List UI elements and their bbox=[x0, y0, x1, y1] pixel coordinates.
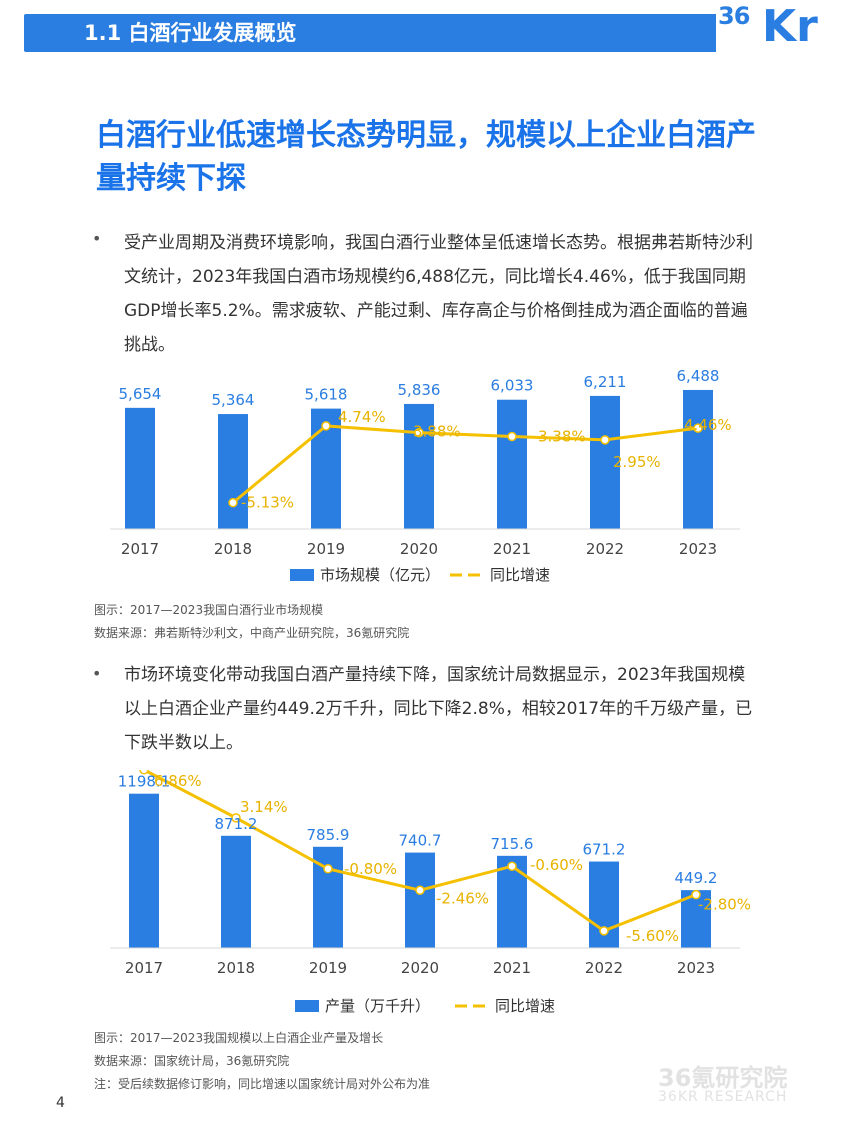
bar-value-label: 785.9 bbox=[307, 826, 350, 844]
x-tick-label: 2023 bbox=[677, 959, 715, 977]
x-tick-label: 2023 bbox=[679, 540, 717, 558]
growth-rate-label: 3.38% bbox=[538, 427, 586, 445]
bar-value-label: 5,836 bbox=[398, 381, 441, 399]
logo-text-kr: Kr bbox=[762, 1, 818, 52]
growth-rate-point bbox=[321, 421, 331, 431]
x-tick-label: 2020 bbox=[401, 959, 439, 977]
watermark-cn: 36氪研究院 bbox=[658, 1064, 788, 1092]
production-chart: 1198.1 2017 871.2 2018 785.9 2019 740.7 2020 715… bbox=[110, 770, 750, 1015]
bar-value-label: 871.2 bbox=[215, 815, 258, 833]
figure-caption-1: 图示：2017—2023我国白酒行业市场规模 bbox=[94, 603, 324, 617]
x-tick-label: 2019 bbox=[309, 959, 347, 977]
paragraph-1: 受产业周期及消费环境影响，我国白酒行业整体呈低速增长态势。根据弗若斯特沙利文统计… bbox=[124, 233, 753, 355]
section-title: 1.1 白酒行业发展概览 bbox=[84, 21, 297, 45]
note-caption-2: 注：受后续数据修订影响，同比增速以国家统计局对外公布为准 bbox=[94, 1077, 431, 1091]
growth-rate-point bbox=[415, 885, 425, 896]
growth-rate-point bbox=[599, 926, 609, 936]
header-bar bbox=[24, 14, 820, 52]
bar-2021 bbox=[497, 399, 527, 529]
legend-bar-label: 产量（万千升） bbox=[325, 997, 430, 1015]
bar-2020 bbox=[405, 852, 435, 948]
paragraph-2: 市场环境变化带动我国白酒产量持续下降，国家统计局数据显示，2023年我国规模以上… bbox=[124, 665, 753, 753]
bullet-2: • bbox=[92, 664, 102, 683]
growth-rate-label: 2.95% bbox=[613, 453, 661, 471]
brand-logo bbox=[716, 0, 820, 56]
legend-bar-swatch bbox=[290, 569, 314, 581]
growth-rate-point bbox=[693, 423, 703, 433]
bar-value-label: 5,618 bbox=[305, 386, 348, 404]
bullet-1: • bbox=[92, 229, 102, 248]
x-tick-label: 2020 bbox=[400, 540, 438, 558]
x-tick-label: 2022 bbox=[586, 540, 624, 558]
growth-rate-point bbox=[228, 497, 238, 508]
growth-rate-label: 3.14% bbox=[240, 798, 288, 816]
legend-line-label: 同比增速 bbox=[490, 566, 550, 584]
page-number: 4 bbox=[56, 1095, 65, 1111]
bar-value-label: 449.2 bbox=[675, 869, 718, 887]
growth-rate-point bbox=[231, 813, 241, 823]
page-title: 白酒行业低速增长态势明显，规模以上企业白酒产量持续下探 bbox=[96, 118, 756, 196]
bar-2017 bbox=[125, 407, 155, 529]
bar-value-label: 671.2 bbox=[583, 841, 626, 859]
bar-value-label: 6,211 bbox=[584, 373, 627, 391]
bar-value-label: 6,033 bbox=[491, 377, 534, 395]
growth-rate-label: -0.60% bbox=[530, 856, 583, 874]
x-tick-label: 2018 bbox=[214, 540, 252, 558]
source-caption-2: 数据来源：国家统计局，36氪研究院 bbox=[94, 1054, 290, 1068]
logo-text-number: 36 bbox=[718, 2, 750, 30]
bar-value-label: 715.6 bbox=[491, 835, 534, 853]
growth-rate-label: -0.80% bbox=[344, 860, 397, 878]
bar-2017 bbox=[129, 793, 159, 948]
legend-bar-label: 市场规模（亿元） bbox=[320, 566, 440, 584]
growth-rate-label: -2.46% bbox=[436, 889, 489, 907]
growth-rate-point bbox=[600, 435, 610, 445]
figure-caption-2: 图示：2017—2023我国规模以上白酒企业产量及增长 bbox=[94, 1031, 384, 1045]
x-tick-label: 2022 bbox=[585, 959, 623, 977]
growth-rate-point bbox=[691, 889, 701, 900]
growth-rate-label: -2.80% bbox=[698, 896, 750, 914]
legend-bar-swatch bbox=[295, 1000, 319, 1012]
bar-value-label: 5,364 bbox=[212, 391, 255, 409]
x-tick-label: 2017 bbox=[125, 959, 163, 977]
bar-2018 bbox=[218, 414, 248, 529]
bar-value-label: 740.7 bbox=[399, 832, 442, 850]
x-tick-label: 2021 bbox=[493, 959, 531, 977]
growth-rate-line bbox=[232, 424, 699, 504]
source-caption-1: 数据来源：弗若斯特沙利文，中商产业研究院，36氪研究院 bbox=[94, 626, 410, 640]
growth-rate-label: -5.60% bbox=[626, 927, 679, 945]
bar-value-label: 1198.1 bbox=[118, 773, 171, 791]
x-tick-label: 2019 bbox=[307, 540, 345, 558]
growth-rate-label: -5.13% bbox=[241, 494, 294, 512]
legend-line-label: 同比增速 bbox=[495, 997, 555, 1015]
bar-value-label: 6,488 bbox=[677, 367, 720, 385]
bar-2022 bbox=[590, 395, 620, 529]
x-tick-label: 2021 bbox=[493, 540, 531, 558]
watermark-en: 36KR RESEARCH bbox=[658, 1089, 788, 1105]
growth-rate-point bbox=[507, 431, 517, 442]
bar-2020 bbox=[404, 403, 434, 529]
bar-2018 bbox=[221, 835, 251, 948]
bar-2021 bbox=[497, 855, 527, 948]
bar-value-label: 5,654 bbox=[119, 385, 162, 403]
growth-rate-label: 4.74% bbox=[338, 408, 386, 426]
bar-2023 bbox=[683, 389, 713, 529]
market-size-chart: 5,654 2017 5,364 2018 5,618 2019 5,836 2020 6,03… bbox=[110, 367, 740, 584]
growth-rate-point bbox=[414, 427, 424, 438]
growth-rate-point bbox=[323, 864, 333, 874]
growth-rate-label: 3.88% bbox=[413, 423, 461, 441]
growth-rate-label: 6.86% bbox=[154, 772, 202, 790]
growth-rate-point bbox=[507, 861, 517, 871]
x-tick-label: 2017 bbox=[121, 540, 159, 558]
x-tick-label: 2018 bbox=[217, 959, 255, 977]
growth-rate-point bbox=[139, 770, 149, 775]
growth-rate-label: 4.46% bbox=[684, 416, 732, 434]
